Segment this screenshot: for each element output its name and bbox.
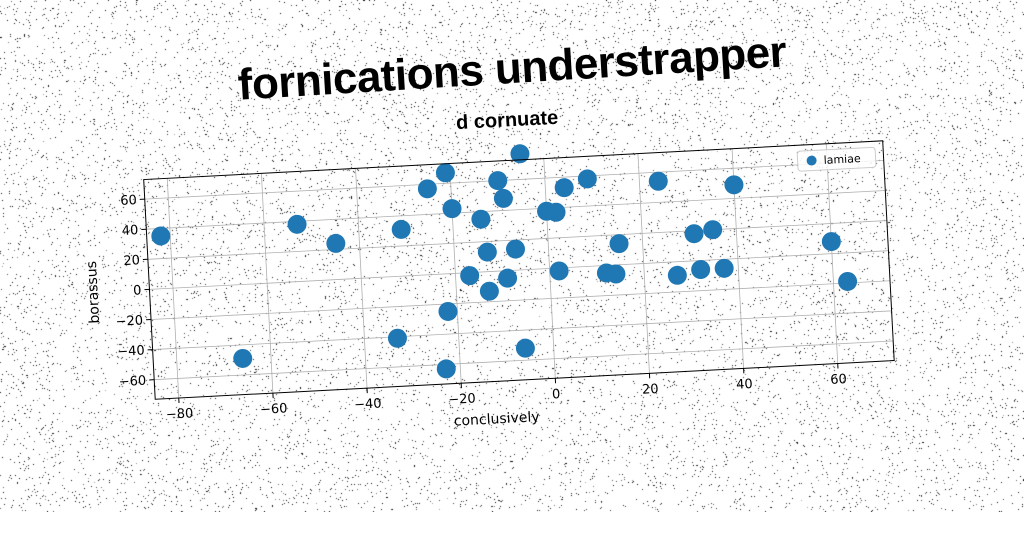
legend-label: lamiae	[823, 152, 861, 167]
data-point	[838, 271, 858, 291]
y-tick-label: 40	[121, 223, 138, 239]
y-axis-label: borassus	[84, 261, 103, 324]
data-point	[554, 178, 574, 198]
x-tick-label: 20	[642, 382, 659, 398]
data-point	[577, 169, 597, 189]
data-point	[549, 261, 569, 281]
y-tick-label: 0	[133, 283, 142, 298]
data-point	[609, 234, 629, 254]
y-tick-label: −40	[117, 344, 145, 360]
x-tick-label: −80	[166, 406, 194, 422]
y-gridline	[146, 190, 885, 229]
data-point	[326, 233, 346, 253]
y-tick-label: −20	[115, 313, 143, 329]
data-point	[287, 214, 307, 234]
data-point	[515, 338, 535, 358]
data-point	[684, 224, 704, 244]
y-gridline	[145, 160, 884, 199]
data-point	[442, 199, 462, 219]
data-point	[493, 188, 513, 208]
y-gridline	[151, 281, 890, 320]
grid	[144, 141, 894, 399]
data-point	[460, 266, 480, 286]
data-point	[391, 219, 411, 239]
data-point	[488, 171, 508, 191]
y-tick-label: 20	[123, 253, 140, 269]
y-tick-label: −60	[118, 374, 146, 390]
data-point	[506, 239, 526, 259]
data-point	[821, 232, 841, 252]
x-tick-label: −20	[448, 391, 476, 407]
x-tick-label: 60	[830, 372, 847, 388]
x-tick-label: −60	[260, 401, 288, 417]
data-point	[417, 179, 437, 199]
y-tick-label: 60	[120, 193, 137, 209]
data-point	[435, 163, 455, 183]
data-point	[233, 348, 253, 368]
legend: lamiae	[797, 147, 876, 171]
chart-title: d cornuate	[455, 107, 558, 134]
data-point	[724, 175, 744, 195]
data-point	[387, 328, 407, 348]
data-point	[667, 265, 687, 285]
data-point	[714, 258, 734, 278]
data-point	[691, 260, 711, 280]
axis-ticks: −80 −60 −40 −20 0 20 40 60 −60 −40 −20 0 20 40 60	[109, 156, 847, 425]
data-point	[648, 171, 668, 191]
data-point	[703, 220, 723, 240]
x-tick-label: 0	[552, 387, 561, 402]
data-point	[479, 281, 499, 301]
x-tick-label: −40	[354, 396, 382, 412]
data-point	[436, 359, 456, 379]
x-axis-label: conclusively	[453, 409, 540, 429]
x-tick-label: 40	[736, 377, 753, 393]
data-point	[477, 242, 497, 262]
data-point	[510, 144, 530, 164]
